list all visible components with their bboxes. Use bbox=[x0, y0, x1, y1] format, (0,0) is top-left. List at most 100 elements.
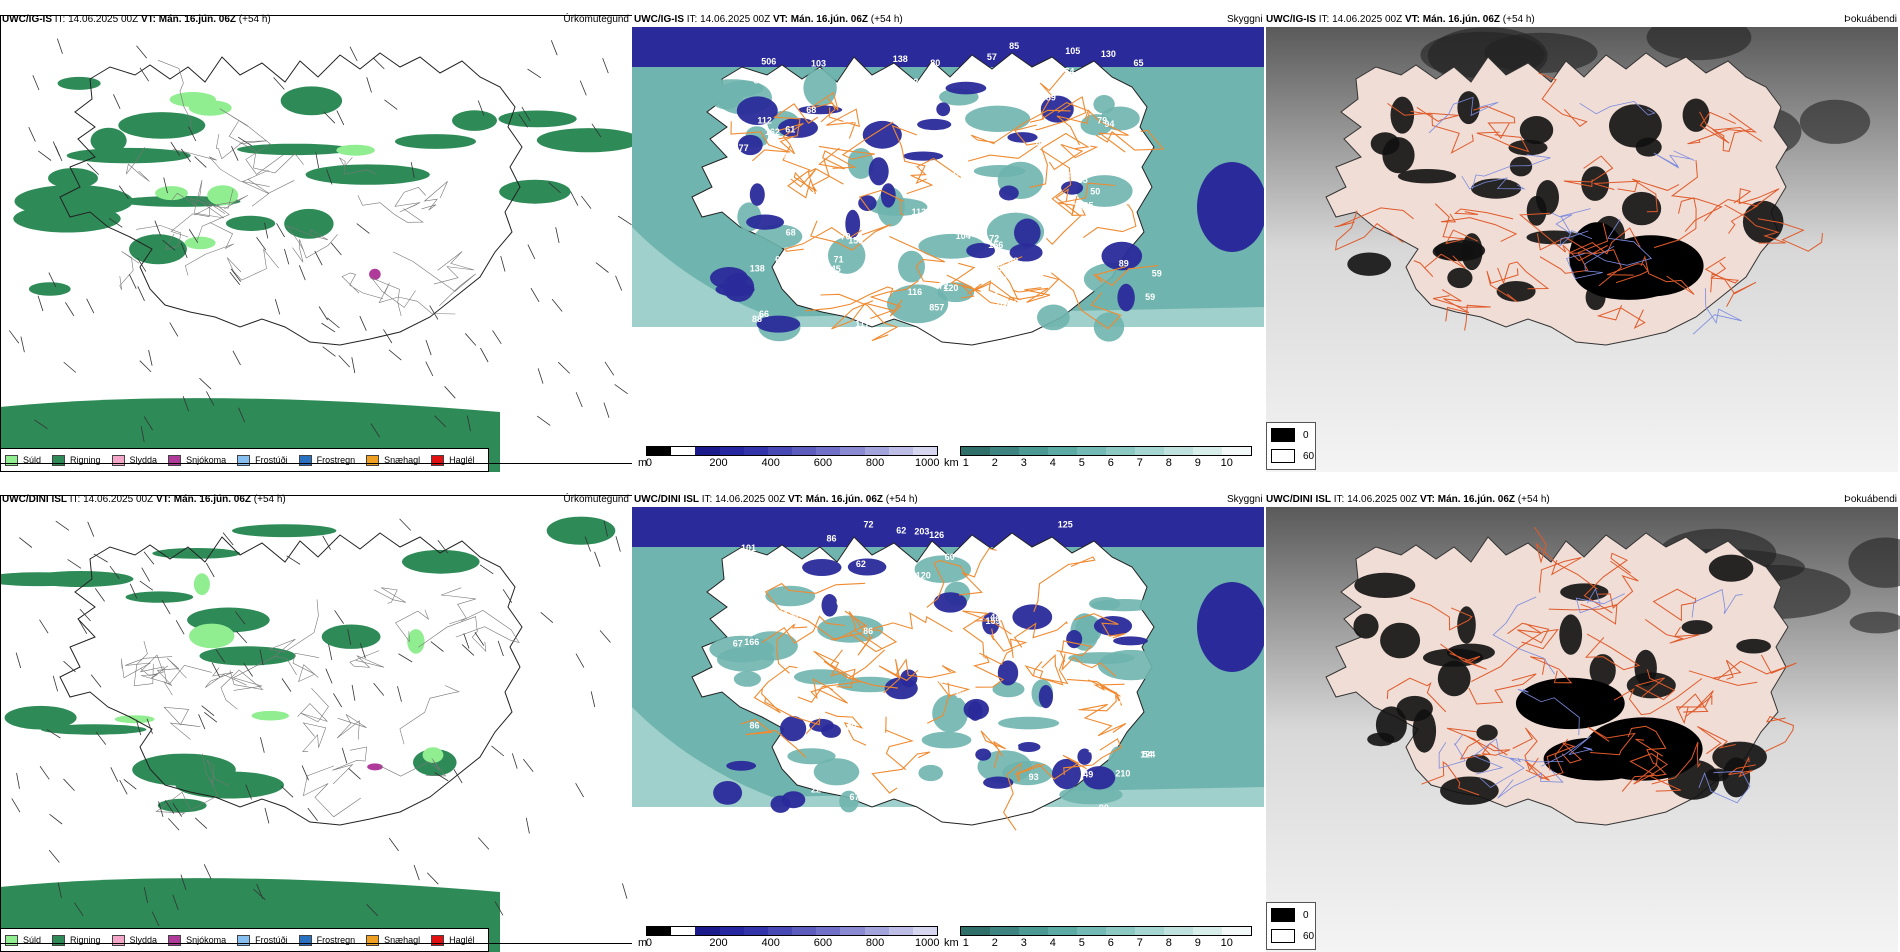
colorbar-tick: 400 bbox=[761, 457, 780, 469]
ceiling-value: 90 bbox=[786, 78, 796, 88]
ceiling-value: 130 bbox=[1101, 49, 1116, 59]
legend-swatch bbox=[168, 934, 182, 946]
ceiling-colorbar-ticks: m 0 200 400 600 800 1000 bbox=[634, 936, 940, 950]
ceiling-value: 94 bbox=[1104, 119, 1114, 129]
ceiling-value: 55 bbox=[997, 263, 1007, 273]
ceiling-value: 88 bbox=[914, 711, 924, 721]
vt-label: VT: bbox=[140, 14, 156, 25]
ceiling-value: 55 bbox=[1088, 745, 1098, 755]
colorbar-tick: 1 bbox=[962, 937, 969, 949]
it-label: IT: bbox=[686, 14, 698, 25]
colorbar-tick: 5 bbox=[1078, 457, 1085, 469]
ceiling-value: 61 bbox=[785, 124, 795, 134]
ceiling-value: 39 bbox=[1124, 591, 1134, 601]
model-name: UWC/IG-IS bbox=[634, 14, 684, 25]
panel-title: Úrkomutegund bbox=[563, 494, 629, 505]
legend-label: Snjókoma bbox=[186, 935, 227, 945]
ceiling-colorbar-ticks: m 0 200 400 600 800 1000 bbox=[634, 456, 940, 470]
init-time: 14.06.2025 00Z bbox=[1332, 14, 1403, 25]
ceiling-value: 203 bbox=[914, 527, 929, 537]
colorbar-tick: 1000 bbox=[915, 937, 940, 949]
precip-type-map bbox=[0, 27, 632, 472]
legend-label: Snæhagl bbox=[384, 455, 421, 465]
legend-label: Súld bbox=[23, 935, 42, 945]
panel-title: Þokuábendi bbox=[1844, 494, 1897, 505]
legend-swatch bbox=[431, 454, 445, 466]
ceiling-value: 156 bbox=[988, 240, 1003, 250]
panel-header: UWC/DINI ISL IT: 14.06.2025 00Z VT: Mán.… bbox=[0, 492, 632, 507]
ceiling-value: 22 bbox=[811, 785, 821, 795]
ceiling-value: 120 bbox=[943, 283, 958, 293]
ceiling-value: 75 bbox=[885, 104, 895, 114]
ceiling-value: 99 bbox=[935, 323, 945, 333]
legend-label: Rigning bbox=[70, 935, 101, 945]
ceiling-value: 79 bbox=[1097, 116, 1107, 126]
legend-swatch bbox=[237, 934, 251, 946]
visibility-colorbar: km 1 2 3 4 5 6 7 8 9 10 bbox=[942, 926, 1252, 950]
init-time: 14.06.2025 00Z bbox=[1347, 494, 1418, 505]
colorbar-tick: 6 bbox=[1107, 457, 1114, 469]
ceiling-value: 210 bbox=[1115, 769, 1130, 779]
colorbar-tick: 2 bbox=[991, 937, 998, 949]
legend-item: Súld bbox=[5, 934, 42, 946]
panel-title: Úrkomutegund bbox=[563, 14, 629, 25]
ceiling-value: 61 bbox=[833, 587, 843, 597]
lead-time: (+54 h) bbox=[870, 14, 903, 25]
ceiling-value: 112 bbox=[757, 115, 772, 125]
panel-title: Skyggni bbox=[1227, 494, 1263, 505]
ceiling-value: 89 bbox=[1119, 259, 1129, 269]
ceiling-value: 176 bbox=[1117, 700, 1132, 710]
legend-label: Snæhagl bbox=[384, 935, 421, 945]
colorbar-tick: 8 bbox=[1165, 457, 1172, 469]
ceiling-value: 88 bbox=[752, 314, 762, 324]
it-label: IT: bbox=[1318, 14, 1330, 25]
init-time: 14.06.2025 00Z bbox=[700, 14, 771, 25]
ceiling-value: 86 bbox=[827, 534, 837, 544]
lead-time: (+54 h) bbox=[238, 14, 271, 25]
ceiling-value: 145 bbox=[826, 264, 841, 274]
it-label: IT: bbox=[701, 494, 713, 505]
ceiling-value: 68 bbox=[786, 227, 796, 237]
ceiling-value: 65 bbox=[775, 255, 785, 265]
panel-header: UWC/IG-IS IT: 14.06.2025 00Z VT: Mán. 16… bbox=[632, 12, 1264, 27]
ceiling-value: 125 bbox=[1058, 520, 1073, 530]
lead-time: (+54 h) bbox=[1517, 494, 1550, 505]
colorbar-tick: 1000 bbox=[915, 457, 940, 469]
precip-type-legend: Súld Rigning Slydda Snjókoma Frostúði Frostre… bbox=[0, 928, 489, 952]
valid-time: Mán. 16.jún. 06Z bbox=[173, 494, 251, 505]
ceiling-value: 49 bbox=[1083, 770, 1093, 780]
valid-time: Mán. 16.jún. 06Z bbox=[1437, 494, 1515, 505]
ceiling-value: 117 bbox=[855, 319, 870, 329]
ceiling-value: 89 bbox=[1120, 693, 1130, 703]
ceiling-value: 116 bbox=[908, 287, 923, 297]
legend-item: Frostúði bbox=[237, 934, 288, 946]
ceiling-value: 93 bbox=[1029, 772, 1039, 782]
ceiling-value: 121 bbox=[861, 93, 876, 103]
visibility-colorbar-ticks: km 1 2 3 4 5 6 7 8 9 10 bbox=[942, 456, 1252, 470]
fog-legend-low: 0 bbox=[1303, 429, 1309, 441]
vt-label: VT: bbox=[1419, 494, 1435, 505]
ceiling-value: 113 bbox=[912, 207, 927, 217]
colorbar-tick: 400 bbox=[761, 937, 780, 949]
ceiling-value: 70 bbox=[841, 232, 851, 242]
ceiling-value: 59 bbox=[1009, 743, 1019, 753]
valid-time: Mán. 16.jún. 06Z bbox=[158, 14, 236, 25]
it-label: IT: bbox=[69, 494, 81, 505]
fog-legend-low: 0 bbox=[1303, 909, 1309, 921]
ceiling-value: 59 bbox=[1152, 268, 1162, 278]
ceiling-value: 72 bbox=[989, 234, 999, 244]
ceiling-value: 85 bbox=[754, 76, 764, 86]
fog-index-map bbox=[1266, 27, 1898, 472]
legend-swatch bbox=[366, 934, 380, 946]
ceiling-value: 44 bbox=[990, 612, 1000, 622]
ceiling-value: 101 bbox=[741, 543, 756, 553]
legend-item: Snæhagl bbox=[366, 934, 421, 946]
legend-item: Rigning bbox=[52, 934, 101, 946]
fog-index-map bbox=[1266, 507, 1900, 952]
legend-swatch bbox=[5, 934, 18, 946]
legend-swatch bbox=[168, 454, 182, 466]
ceiling-value: 115 bbox=[1048, 556, 1063, 566]
ceiling-value: 88 bbox=[1028, 649, 1038, 659]
ceiling-value: 80 bbox=[930, 58, 940, 68]
